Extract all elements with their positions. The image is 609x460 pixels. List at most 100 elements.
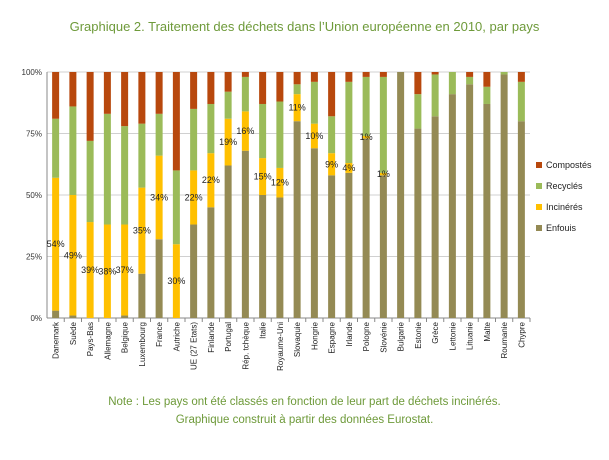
chart-source-note: Graphique construit à partir des données…: [175, 414, 434, 426]
chart-note: Note : Les pays ont été classés en fonct…: [108, 396, 501, 408]
bar-segment: [52, 310, 60, 318]
x-tick-label: Autriche: [172, 321, 181, 351]
x-tick-label: Hongrie: [310, 321, 319, 350]
bar-segment: [431, 72, 439, 75]
legend-swatch: [536, 183, 542, 189]
bar-segment: [345, 163, 353, 173]
bar-segment: [328, 153, 336, 176]
data-label: 35%: [133, 226, 151, 236]
bar-segment: [259, 158, 267, 195]
data-label: 9%: [325, 159, 338, 169]
bar-segment: [138, 123, 146, 188]
bar-segment: [328, 175, 336, 318]
x-tick-label: UE (27 Etats): [190, 322, 199, 370]
chart-title: Graphique 2. Traitement des déchets dans…: [69, 19, 540, 34]
bar-segment: [207, 72, 215, 104]
bar-segment: [155, 155, 163, 240]
bar-segment: [517, 72, 525, 82]
bar-segment: [103, 224, 111, 318]
bar-segment: [397, 72, 405, 318]
bar-segment: [207, 153, 215, 208]
bar-segment: [69, 72, 77, 107]
bar-segment: [241, 111, 249, 151]
bar-segment: [517, 81, 525, 122]
y-tick-label: 0%: [30, 314, 42, 323]
x-tick-label: France: [155, 321, 164, 346]
stacked-bar-chart: 0% 25% 50% 75% 100% Danemark Suède Pays-Bas Alle…: [22, 68, 592, 371]
bar-segment: [483, 103, 491, 318]
x-tick-label: Belgique: [121, 321, 130, 353]
y-tick-label: 25%: [26, 253, 42, 262]
data-label: 39%: [81, 265, 99, 275]
x-tick-label: Lettonie: [448, 321, 457, 350]
legend-swatch: [536, 162, 542, 168]
bar-segment: [379, 72, 387, 77]
x-tick-label: Pays-Bas: [86, 322, 95, 356]
bar-segment: [466, 76, 474, 85]
x-tick-label: Rép. tchèque: [241, 321, 250, 369]
bar-segment: [259, 195, 267, 318]
bar-segment: [276, 167, 284, 198]
bar-segment: [155, 113, 163, 156]
bar-segment: [293, 121, 301, 318]
data-label: 54%: [47, 239, 65, 249]
bar-segment: [207, 103, 215, 154]
data-label: 22%: [202, 175, 220, 185]
bar-segment: [500, 72, 508, 75]
data-label: 34%: [150, 192, 168, 202]
x-tick-label: Slovénie: [379, 321, 388, 352]
bar-segment: [103, 72, 111, 114]
x-tick-label: Malte: [483, 321, 492, 341]
bar-segment: [190, 72, 198, 109]
x-tick-label: Grèce: [431, 321, 440, 343]
x-tick-label: Danemark: [52, 321, 61, 359]
data-label: 30%: [167, 276, 185, 286]
bar-segment: [379, 172, 387, 176]
bar-segment: [293, 94, 301, 122]
bar-segment: [379, 175, 387, 318]
bar-segment: [241, 150, 249, 318]
bar-segment: [328, 72, 336, 117]
bar-segment: [345, 72, 353, 82]
bar-segment: [172, 72, 180, 171]
bar-segment: [121, 126, 129, 225]
x-tick-label: Lituanie: [466, 321, 475, 350]
bar-segment: [328, 116, 336, 154]
bar-segment: [276, 197, 284, 318]
bar-segment: [414, 94, 422, 129]
legend-label: Compostés: [546, 160, 592, 170]
bar-segment: [224, 118, 232, 166]
bar-segment: [310, 148, 318, 318]
bar-segment: [190, 170, 198, 225]
bar-segment: [448, 94, 456, 318]
bar-segment: [310, 72, 318, 82]
bar-segment: [52, 72, 60, 119]
data-label: 1%: [377, 169, 390, 179]
bar-segment: [483, 72, 491, 87]
bar-segment: [448, 72, 456, 95]
bar-segment: [431, 116, 439, 318]
legend-swatch: [536, 225, 542, 231]
bar-segment: [172, 170, 180, 245]
bar-segment: [52, 177, 60, 311]
bar-segment: [293, 84, 301, 95]
bar-segment: [224, 165, 232, 318]
y-tick-label: 100%: [22, 68, 42, 77]
bar-segment: [483, 86, 491, 104]
bar-segment: [379, 76, 387, 173]
bar-segment: [52, 118, 60, 178]
bar-segment: [69, 315, 77, 318]
legend-label: Enfouis: [546, 223, 577, 233]
bar-segment: [138, 72, 146, 124]
x-tick-label: Estonie: [414, 321, 423, 348]
x-tick-label: Roumanie: [500, 321, 509, 358]
bar-segment: [517, 121, 525, 318]
x-tick-label: Irlande: [345, 321, 354, 346]
bar-segment: [138, 273, 146, 318]
bar-segment: [103, 113, 111, 225]
bar-segment: [293, 72, 301, 85]
bar-segment: [190, 108, 198, 171]
x-tick-label: Espagne: [328, 321, 337, 353]
bar-segment: [172, 244, 180, 318]
x-tick-label: Pologne: [362, 321, 371, 351]
